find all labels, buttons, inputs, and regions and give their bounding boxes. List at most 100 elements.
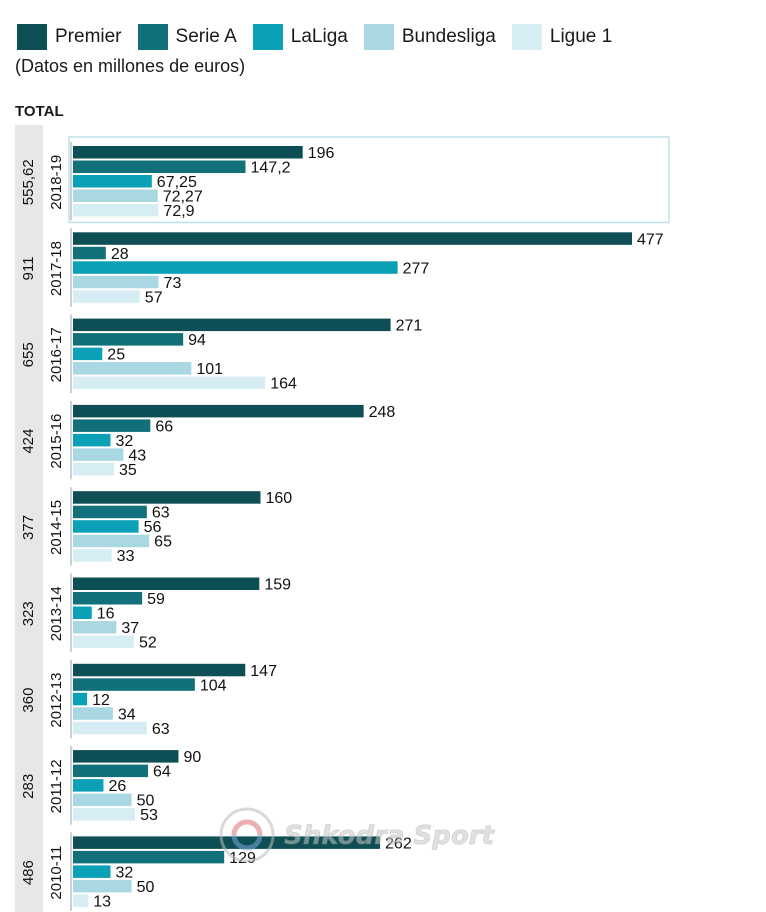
bar-laliga [73, 433, 111, 447]
bar-value-label: 271 [396, 318, 423, 335]
bar-value-label: 147,2 [251, 160, 291, 177]
legend-label: Premier [55, 26, 122, 47]
bar-premier [73, 404, 364, 418]
bar-value-label: 32 [116, 864, 134, 881]
bar-value-label: 13 [93, 893, 111, 910]
bar-premier [73, 663, 246, 677]
bar-value-label: 50 [137, 793, 155, 810]
legend-item-bundesliga: Bundesliga [363, 24, 496, 50]
bar-laliga [73, 175, 152, 188]
bar-serie-a [73, 160, 246, 173]
bar-bundesliga [73, 621, 117, 634]
bar-value-label: 37 [121, 620, 139, 637]
bar-ligue-1 [73, 376, 266, 390]
bar-bundesliga [73, 189, 158, 202]
totals-strip [15, 125, 43, 912]
bar-value-label: 67,25 [157, 174, 197, 191]
bar-value-label: 477 [637, 231, 664, 248]
bar-value-label: 65 [154, 534, 172, 551]
bar-laliga [73, 865, 111, 878]
bar-value-label: 32 [116, 433, 134, 450]
bar-value-label: 59 [147, 591, 165, 608]
group-season: 2014-15 [48, 500, 65, 555]
group-total: 360 [20, 688, 37, 713]
bar-value-label: 262 [385, 835, 412, 852]
bar-ligue-1 [73, 549, 112, 562]
bar-value-label: 90 [183, 749, 201, 766]
bar-value-label: 50 [137, 879, 155, 896]
bar-bundesliga [73, 707, 113, 720]
bar-serie-a [73, 419, 151, 432]
bar-value-label: 26 [108, 778, 126, 795]
bar-value-label: 53 [140, 807, 158, 824]
group-season: 2016-17 [48, 327, 65, 382]
bar-value-label: 129 [229, 850, 256, 867]
bar-value-label: 33 [117, 548, 135, 565]
bar-premier [73, 836, 381, 849]
legend-swatch [137, 24, 168, 50]
legend-item-laliga: LaLiga [252, 24, 348, 50]
bar-bundesliga [73, 793, 132, 807]
group-total: 377 [20, 515, 37, 540]
bar-bundesliga [73, 362, 192, 375]
legend-item-ligue-1: Ligue 1 [511, 24, 613, 50]
group-season: 2012-13 [48, 673, 65, 728]
group-total: 486 [20, 860, 37, 885]
bar-ligue-1 [73, 635, 134, 648]
units-note: (Datos en millones de euros) [15, 56, 246, 76]
bar-value-label: 248 [369, 404, 396, 421]
bar-bundesliga [73, 534, 150, 548]
bar-premier [73, 750, 179, 763]
total-heading: TOTAL [15, 103, 64, 120]
legend: Premier Serie A LaLiga Bundesliga Ligue 1 [17, 22, 628, 52]
bar-value-label: 56 [144, 519, 162, 536]
legend-label: Ligue 1 [549, 26, 613, 47]
legend-label: Serie A [175, 26, 237, 47]
bar-value-label: 25 [107, 347, 125, 364]
bar-value-label: 72,9 [163, 203, 194, 220]
bar-value-label: 160 [266, 490, 293, 507]
bar-bundesliga [73, 448, 124, 461]
bar-ligue-1 [73, 204, 159, 217]
bar-value-label: 28 [111, 246, 129, 263]
bar-value-label: 52 [139, 635, 157, 652]
bar-serie-a [73, 850, 225, 864]
bar-ligue-1 [73, 290, 140, 303]
bar-value-label: 66 [155, 418, 173, 435]
bar-laliga [73, 347, 103, 361]
bar-value-label: 64 [153, 764, 171, 781]
bar-value-label: 35 [119, 462, 137, 479]
group-season: 2015-16 [48, 414, 65, 469]
bar-premier [73, 491, 261, 504]
legend-swatch [511, 24, 542, 50]
bar-serie-a [73, 333, 184, 346]
legend-swatch [363, 24, 394, 50]
bar-laliga [73, 779, 104, 792]
legend-swatch [17, 24, 47, 50]
bar-value-label: 16 [97, 606, 115, 623]
bar-premier [73, 232, 632, 245]
bar-serie-a [73, 764, 149, 778]
group-total: 911 [20, 257, 37, 281]
bar-value-label: 63 [152, 721, 170, 738]
bar-value-label: 57 [145, 289, 163, 306]
legend-item-serie-a: Serie A [137, 24, 237, 50]
group-total: 424 [20, 429, 37, 454]
bar-laliga [73, 692, 88, 706]
group-total: 283 [20, 774, 37, 799]
bar-premier [73, 146, 303, 159]
bar-value-label: 147 [250, 663, 277, 680]
legend-label: Bundesliga [401, 26, 496, 47]
bar-serie-a [73, 592, 143, 605]
bar-value-label: 196 [308, 145, 335, 162]
bar-premier [73, 577, 260, 590]
legend-label: LaLiga [290, 26, 348, 47]
group-season: 2018-19 [48, 155, 65, 210]
bar-value-label: 94 [188, 332, 206, 349]
legend-item-premier: Premier [17, 24, 122, 50]
bar-serie-a [73, 505, 147, 519]
bar-value-label: 277 [403, 260, 430, 277]
bar-value-label: 43 [128, 447, 146, 464]
bar-ligue-1 [73, 808, 136, 821]
bar-ligue-1 [73, 462, 115, 476]
